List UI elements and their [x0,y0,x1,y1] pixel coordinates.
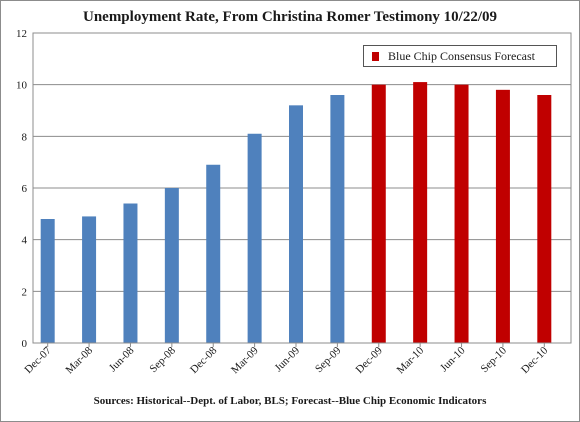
bar-mar-08 [82,216,97,343]
y-tick-label: 8 [22,131,28,143]
x-tick-label: Jun-08 [107,344,137,374]
x-tick-label: Jun-10 [438,344,468,374]
x-tick-label: Mar-09 [229,344,261,376]
chart-title: Unemployment Rate, From Christina Romer … [82,9,497,25]
legend-label-forecast: Blue Chip Consensus Forecast [388,49,535,63]
y-tick-label: 12 [16,28,27,40]
chart-source: Sources: Historical--Dept. of Labor, BLS… [93,395,487,407]
bar-sep-10 [495,89,510,343]
bar-jun-09 [289,105,303,343]
x-tick-label: Dec-10 [519,344,551,376]
x-tick-label: Mar-10 [395,344,427,376]
y-tick-label: 2 [22,286,28,298]
bar-jun-10 [454,84,469,344]
bar-dec-07 [40,219,55,343]
bar-dec-08 [206,164,221,343]
y-tick-label: 10 [16,80,28,92]
x-tick-label: Sep-09 [313,344,344,375]
x-tick-label: Sep-08 [147,344,178,375]
bar-dec-09 [371,84,386,344]
x-tick-label: Mar-08 [64,344,96,376]
y-tick-label: 6 [22,183,28,195]
bar-mar-10 [413,82,428,343]
bar-jun-08 [123,203,138,343]
x-tick-label: Jun-09 [272,344,302,374]
chart-legend: Blue Chip Consensus Forecast [363,45,557,67]
x-tick-label: Dec-07 [22,344,54,376]
legend-swatch-forecast [372,52,379,61]
x-tick-label: Dec-08 [188,344,220,376]
bar-dec-10 [537,95,552,343]
bar-sep-08 [164,188,179,343]
x-tick-label: Dec-09 [354,344,386,376]
y-tick-label: 0 [22,338,28,350]
bar-mar-09 [247,133,262,343]
x-tick-label: Sep-10 [479,344,510,375]
y-tick-label: 4 [22,235,28,247]
bar-sep-09 [330,95,345,343]
